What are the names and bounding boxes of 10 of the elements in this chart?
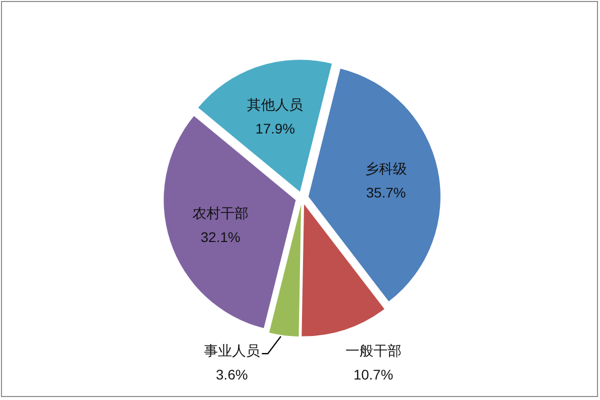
slice-label: 其他人员 bbox=[247, 96, 304, 112]
data-label: 3.6% bbox=[216, 366, 248, 383]
data-label: 17.9% bbox=[255, 120, 296, 136]
slice-label: 事业人员 bbox=[204, 342, 260, 359]
data-label: 35.7% bbox=[366, 184, 406, 201]
data-label: 10.7% bbox=[353, 366, 394, 383]
slice-label: 农村干部 bbox=[192, 204, 248, 221]
slice-label: 一般干部 bbox=[345, 342, 402, 359]
slice-label: 乡科级 bbox=[365, 160, 408, 177]
data-label: 32.1% bbox=[200, 228, 240, 245]
